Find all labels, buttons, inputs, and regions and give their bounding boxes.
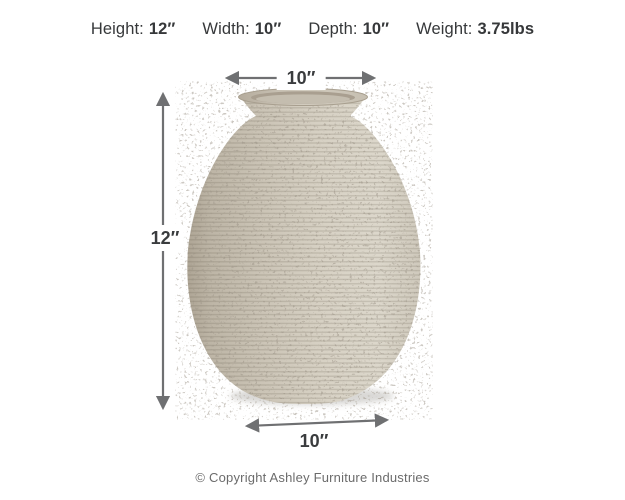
vase-rim (238, 88, 368, 106)
copyright-text: © Copyright Ashley Furniture Industries (195, 470, 430, 485)
spec-height-value: 12″ (148, 20, 176, 38)
depth-dimension-arrow (244, 413, 390, 433)
width-dimension-label: 10″ (276, 66, 326, 90)
vase-illustration (187, 88, 421, 404)
spec-weight-value: 3.75lbs (477, 20, 535, 38)
vase-speckle-texture (187, 97, 421, 404)
spec-depth-value: 10″ (362, 20, 390, 38)
spec-height-label: Height: (90, 20, 144, 38)
spec-width-value: 10″ (254, 20, 282, 38)
spec-height: Height: 12″ (91, 20, 176, 39)
spec-weight-label: Weight: (416, 20, 473, 38)
spec-depth: Depth: 10″ (308, 20, 389, 39)
spec-weight: Weight: 3.75lbs (416, 20, 534, 39)
height-dimension-label: 12″ (146, 225, 184, 251)
depth-dimension-label: 10″ (299, 431, 329, 451)
spec-depth-label: Depth: (308, 20, 358, 38)
specs-header: Height: 12″ Width: 10″ Depth: 10″ Weight: 3.… (0, 20, 625, 39)
spec-width-label: Width: (202, 20, 250, 38)
spec-width: Width: 10″ (202, 20, 281, 39)
